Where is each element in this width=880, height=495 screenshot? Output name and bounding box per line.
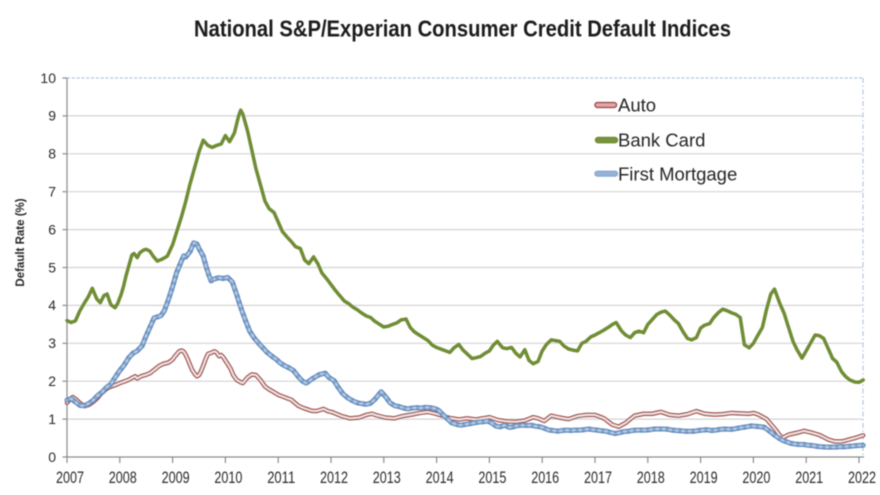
svg-text:8: 8	[48, 146, 56, 162]
svg-text:2022: 2022	[848, 469, 876, 487]
svg-text:2: 2	[48, 373, 56, 389]
svg-text:7: 7	[48, 184, 56, 200]
svg-text:2016: 2016	[531, 469, 559, 487]
svg-text:4: 4	[48, 297, 56, 313]
svg-text:2020: 2020	[742, 469, 770, 487]
svg-text:National S&P/Experian Consumer: National S&P/Experian Consumer Credit De…	[194, 16, 731, 42]
svg-text:9: 9	[48, 108, 56, 124]
svg-text:2015: 2015	[478, 469, 506, 487]
svg-text:Auto: Auto	[618, 95, 656, 116]
svg-text:0: 0	[48, 449, 56, 465]
svg-text:2012: 2012	[320, 469, 348, 487]
svg-text:Bank Card: Bank Card	[618, 130, 705, 151]
svg-text:2011: 2011	[267, 469, 295, 487]
svg-text:2017: 2017	[584, 469, 612, 487]
svg-text:2021: 2021	[795, 469, 823, 487]
svg-text:10: 10	[40, 70, 56, 86]
svg-text:2010: 2010	[214, 469, 242, 487]
svg-text:2008: 2008	[109, 469, 137, 487]
svg-text:3: 3	[48, 335, 56, 351]
svg-text:1: 1	[48, 411, 56, 427]
svg-text:2018: 2018	[637, 469, 665, 487]
svg-text:5: 5	[48, 259, 56, 275]
svg-text:6: 6	[48, 221, 56, 237]
svg-text:2014: 2014	[426, 469, 454, 487]
svg-text:Default Rate (%): Default Rate (%)	[15, 198, 27, 286]
svg-text:First Mortgage: First Mortgage	[618, 164, 737, 185]
svg-text:2009: 2009	[162, 469, 190, 487]
svg-text:2019: 2019	[690, 469, 718, 487]
svg-text:2007: 2007	[56, 469, 84, 487]
svg-text:2013: 2013	[373, 469, 401, 487]
